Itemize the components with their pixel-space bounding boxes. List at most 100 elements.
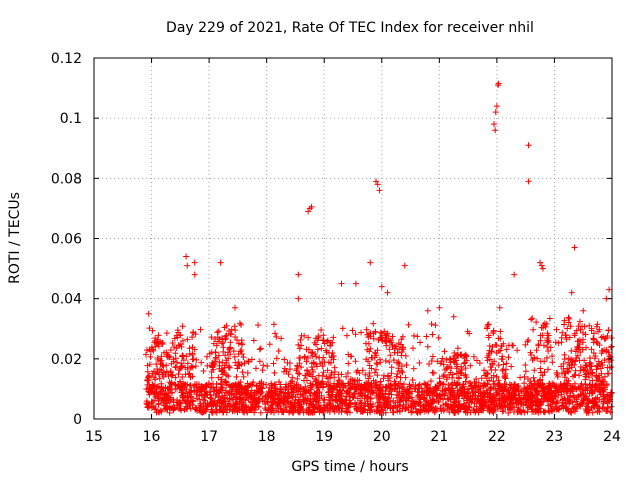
data-point <box>522 386 529 393</box>
data-point <box>475 409 482 416</box>
data-point <box>468 382 475 389</box>
data-point <box>499 353 506 360</box>
data-point <box>297 385 304 392</box>
data-point <box>506 389 513 396</box>
data-point <box>208 384 215 391</box>
data-point <box>540 322 547 329</box>
data-point <box>525 336 532 343</box>
x-tick-label: 19 <box>315 429 333 445</box>
data-point <box>319 378 326 385</box>
data-point <box>366 369 373 376</box>
axis-ticks: 15 16 17 18 19 20 21 22 23 24 0 0.02 0.04 0.06 0.08 0.1… <box>51 51 621 445</box>
data-point <box>200 367 207 374</box>
data-point <box>240 401 247 408</box>
data-point <box>571 380 578 387</box>
data-point <box>421 380 428 387</box>
data-point <box>263 381 270 388</box>
data-point <box>256 346 263 353</box>
data-point <box>547 382 554 389</box>
data-point <box>508 363 515 370</box>
data-point <box>484 354 491 361</box>
data-point <box>454 345 461 352</box>
data-point <box>278 335 285 342</box>
data-point <box>178 389 185 396</box>
data-point <box>267 392 274 399</box>
data-point <box>221 401 228 408</box>
data-point <box>333 386 340 393</box>
data-point <box>304 395 311 402</box>
data-point <box>160 399 167 406</box>
data-point <box>307 384 314 391</box>
data-point <box>366 362 373 369</box>
data-point <box>233 401 240 408</box>
data-point <box>579 329 586 336</box>
data-point <box>191 259 198 266</box>
data-point <box>601 373 608 380</box>
data-point <box>400 381 407 388</box>
data-point <box>235 340 242 347</box>
data-point <box>582 331 589 338</box>
data-point <box>143 398 150 405</box>
data-point <box>322 404 329 411</box>
data-point <box>497 328 504 335</box>
data-point <box>388 382 395 389</box>
data-point <box>534 388 541 395</box>
data-point <box>607 389 614 396</box>
data-point <box>338 371 345 378</box>
data-point <box>172 364 179 371</box>
data-point <box>417 407 424 414</box>
data-point <box>248 356 255 363</box>
data-point <box>215 328 222 335</box>
data-point <box>204 353 211 360</box>
data-point <box>239 406 246 413</box>
data-point <box>394 349 401 356</box>
data-point <box>493 103 500 110</box>
data-point <box>224 395 231 402</box>
data-point <box>221 378 228 385</box>
data-point <box>364 400 371 407</box>
data-point <box>581 323 588 330</box>
data-point <box>594 321 601 328</box>
data-point <box>290 409 297 416</box>
data-point <box>561 351 568 358</box>
data-point <box>300 386 307 393</box>
data-point <box>461 392 468 399</box>
data-point <box>298 332 305 339</box>
data-point <box>169 340 176 347</box>
data-point <box>352 385 359 392</box>
data-point <box>389 333 396 340</box>
data-point <box>383 331 390 338</box>
data-point <box>499 367 506 374</box>
data-point <box>354 367 361 374</box>
data-point <box>525 142 532 149</box>
data-point <box>262 406 269 413</box>
x-tick-label: 16 <box>143 429 161 445</box>
data-point <box>152 405 159 412</box>
data-point <box>165 385 172 392</box>
data-point <box>365 403 372 410</box>
data-point <box>163 397 170 404</box>
data-point <box>530 374 537 381</box>
data-point <box>554 387 561 394</box>
data-point <box>359 367 366 374</box>
data-point <box>592 384 599 391</box>
data-point <box>376 187 383 194</box>
data-point <box>149 327 156 334</box>
data-point <box>587 366 594 373</box>
data-point <box>230 348 237 355</box>
data-point <box>179 362 186 369</box>
data-point <box>433 384 440 391</box>
data-point <box>522 368 529 375</box>
data-point <box>451 359 458 366</box>
data-point <box>455 397 462 404</box>
data-point <box>283 404 290 411</box>
data-point <box>256 358 263 365</box>
data-point <box>467 395 474 402</box>
data-point <box>329 350 336 357</box>
data-point <box>212 393 219 400</box>
data-point <box>305 409 312 416</box>
data-point <box>506 404 513 411</box>
data-point <box>579 346 586 353</box>
data-point <box>608 403 615 410</box>
data-point <box>240 394 247 401</box>
